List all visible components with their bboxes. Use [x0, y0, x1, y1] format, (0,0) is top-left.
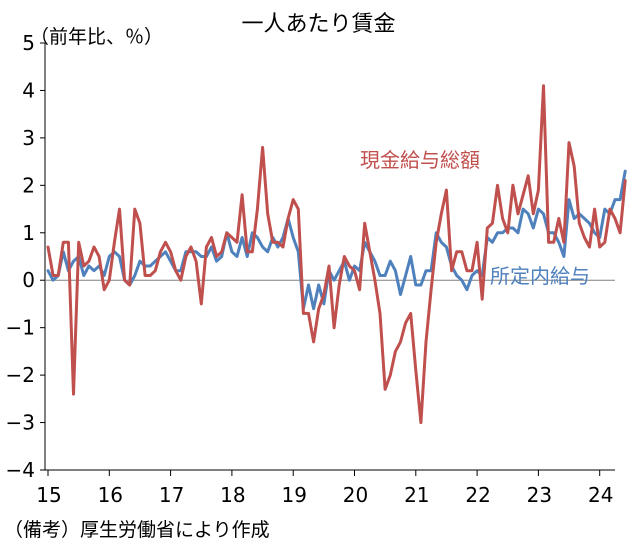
x-tick-label: 17: [159, 483, 184, 507]
legend-label-scheduled-earnings: 所定内給与: [490, 264, 590, 288]
x-tick-label: 16: [98, 483, 123, 507]
x-tick-label: 20: [343, 483, 368, 507]
y-tick-label: 3: [22, 126, 35, 150]
legend-label-cash-earnings: 現金給与総額: [360, 148, 480, 172]
y-axis-unit-label: （前年比、％）: [30, 26, 164, 48]
y-tick-label: −1: [6, 316, 35, 340]
y-tick-label: 2: [22, 173, 35, 197]
y-tick-label: 1: [22, 221, 35, 245]
x-tick-label: 24: [588, 483, 613, 507]
source-note: （備考）厚生労働省により作成: [4, 519, 270, 541]
series-line-cash-earnings: [46, 84, 627, 425]
y-tick-label: −2: [6, 363, 35, 387]
chart-title: 一人あたり賃金: [241, 12, 396, 37]
y-tick-label: 5: [22, 31, 35, 55]
x-tick-label: 22: [465, 483, 490, 507]
y-tick-label: −3: [6, 411, 35, 435]
series-layer: [46, 84, 627, 425]
y-tick-label: 4: [22, 78, 35, 102]
x-tick-label: 21: [404, 483, 429, 507]
x-tick-label: 18: [220, 483, 245, 507]
x-tick-label: 19: [281, 483, 306, 507]
x-tick-label: 15: [36, 483, 61, 507]
y-tick-label: −4: [6, 458, 35, 482]
y-tick-label: 0: [22, 268, 35, 292]
x-tick-label: 23: [527, 483, 552, 507]
